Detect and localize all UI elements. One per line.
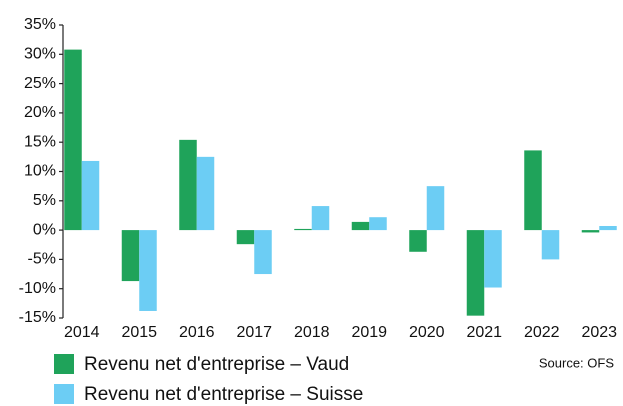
x-tick-label: 2014 (64, 324, 100, 341)
legend-swatch (54, 384, 74, 404)
bar (179, 139, 197, 231)
bar (599, 225, 617, 231)
y-tick-label: -5% (28, 251, 56, 268)
x-tick-label: 2022 (524, 324, 560, 341)
x-tick-label: 2016 (179, 324, 215, 341)
bar (64, 49, 82, 231)
x-tick-label: 2020 (409, 324, 445, 341)
bar (581, 230, 600, 233)
legend-swatch (54, 354, 74, 374)
bar (524, 150, 542, 231)
bar (139, 230, 157, 311)
y-tick-label: 30% (24, 46, 56, 63)
x-tick-label: 2017 (236, 324, 272, 341)
bar (294, 228, 312, 231)
bar (254, 230, 272, 275)
y-tick-label: 10% (24, 163, 56, 180)
x-tick-label: 2023 (581, 324, 617, 341)
y-tick-label: -15% (19, 309, 56, 326)
bar (81, 160, 100, 231)
bar (311, 206, 330, 231)
bar (409, 230, 427, 252)
bar (466, 230, 485, 316)
bar (426, 186, 445, 231)
y-tick-label: 15% (24, 133, 56, 150)
x-tick-label: 2021 (466, 324, 502, 341)
y-tick-label: 0% (33, 221, 56, 238)
y-tick-label: 35% (24, 16, 56, 33)
x-tick-label: 2018 (294, 324, 330, 341)
legend-label: Revenu net d'entreprise – Vaud (84, 354, 349, 375)
bar (541, 230, 560, 260)
x-tick-label: 2015 (121, 324, 157, 341)
y-tick-label: 25% (24, 75, 56, 92)
source: Source: OFS (539, 355, 614, 370)
bar (196, 156, 215, 231)
bar (351, 221, 370, 231)
y-tick-label: 20% (24, 104, 56, 121)
legend-label: Revenu net d'entreprise – Suisse (84, 384, 363, 405)
bar (484, 230, 502, 288)
bar (121, 230, 140, 282)
bar (236, 230, 255, 245)
bar (369, 217, 387, 231)
x-tick-label: 2019 (351, 324, 387, 341)
y-tick-label: -10% (19, 280, 56, 297)
y-tick-label: 5% (33, 192, 56, 209)
